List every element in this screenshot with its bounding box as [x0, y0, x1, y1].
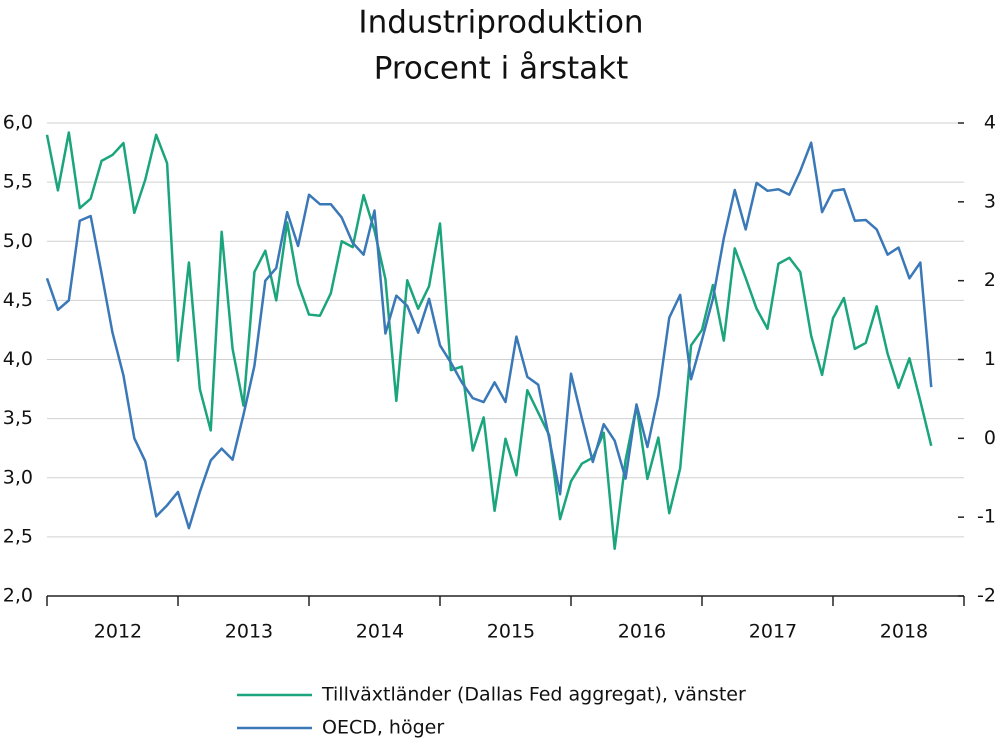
- y2-tick-label: 0: [984, 427, 996, 449]
- y2-tick-label: 2: [984, 269, 996, 291]
- x-tick-label: 2015: [487, 621, 535, 643]
- y2-tick-label: 3: [984, 190, 996, 212]
- y-tick-label: 2,5: [3, 525, 33, 547]
- legend-label: OECD, höger: [322, 717, 444, 739]
- y2-tick-label: -2: [977, 585, 996, 607]
- series-line: [45, 141, 933, 530]
- x-tick-label: 2013: [225, 621, 273, 643]
- x-tick-label: 2016: [618, 621, 666, 643]
- x-tick-label: 2017: [749, 621, 797, 643]
- x-tick-label: 2012: [94, 621, 142, 643]
- series-line: [45, 131, 933, 550]
- legend-label: Tillväxtländer (Dallas Fed aggregat), vä…: [321, 684, 746, 706]
- y-tick-label: 3,0: [3, 466, 33, 488]
- y2-tick-label: -1: [977, 506, 996, 528]
- y-tick-label: 3,5: [3, 407, 33, 429]
- y-tick-label: 4,0: [3, 348, 33, 370]
- chart-title: Industriproduktion: [358, 5, 643, 41]
- chart-subtitle: Procent i årstakt: [374, 51, 629, 87]
- y-tick-label: 2,0: [3, 585, 33, 607]
- x-tick-label: 2018: [880, 621, 928, 643]
- y2-tick-label: 4: [984, 112, 996, 134]
- y2-tick-label: 1: [984, 348, 996, 370]
- y-tick-label: 5,5: [3, 171, 33, 193]
- y-tick-label: 6,0: [3, 112, 33, 134]
- x-tick-label: 2014: [356, 621, 404, 643]
- y-tick-label: 4,5: [3, 289, 33, 311]
- y-tick-label: 5,0: [3, 230, 33, 252]
